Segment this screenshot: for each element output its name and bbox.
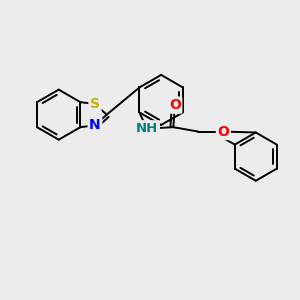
Text: N: N bbox=[89, 118, 101, 132]
Text: O: O bbox=[169, 98, 181, 112]
Text: S: S bbox=[90, 97, 100, 111]
Text: O: O bbox=[218, 124, 229, 139]
Text: NH: NH bbox=[136, 122, 158, 135]
